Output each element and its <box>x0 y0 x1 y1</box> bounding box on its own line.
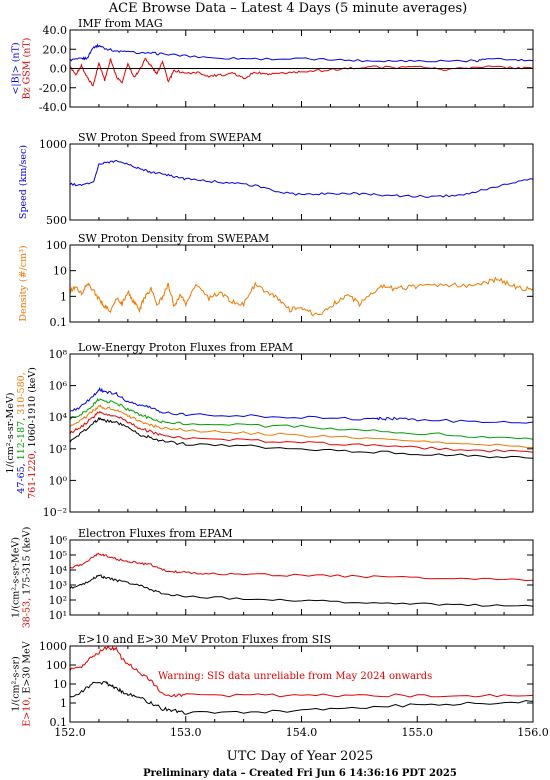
y-label-part: <|B|> (nT) <box>11 42 22 94</box>
y-tick-label: 10¹ <box>49 609 67 622</box>
y-axis-label: E>10, E>30 MeV <box>22 641 33 726</box>
panel-title: Electron Fluxes from EPAM <box>78 527 233 540</box>
y-label-part: Density (#/cm³) <box>18 245 29 321</box>
y-tick-label: 1 <box>60 697 67 710</box>
y-axis-label: Speed (km/sec) <box>18 145 29 219</box>
series-line-E-10 <box>69 645 534 698</box>
y-label-part: Speed (km/sec) <box>18 145 29 219</box>
y-axis-label: 1/(cm²-s-sr) <box>11 656 22 712</box>
y-tick-label: 10⁴ <box>49 411 68 424</box>
y-tick-label: 10² <box>49 594 67 607</box>
y-label-part: 175-315 (keV) <box>22 527 33 595</box>
series-line-310-580 <box>69 404 534 448</box>
y-tick-label: 10⁴ <box>49 564 68 577</box>
y-tick-label: 10² <box>49 443 67 456</box>
y-tick-label: -20.0 <box>39 82 67 95</box>
y-tick-label: 100 <box>46 239 67 252</box>
y-tick-label: 100 <box>46 659 67 672</box>
y-axis-label: <|B|> (nT) <box>11 42 22 94</box>
footer-text: Preliminary data – Created Fri Jun 6 14:… <box>143 768 457 779</box>
panel-5: 10⁶ 10⁵ 10⁴ 10³ 10² 10¹ Electron Fluxes from E… <box>11 527 534 629</box>
y-axis-label: Density (#/cm³) <box>18 245 29 321</box>
panel-title: Low-Energy Proton Fluxes from EPAM <box>78 341 293 354</box>
y-tick-label: 10³ <box>49 579 67 592</box>
y-tick-label: 1 <box>60 290 67 303</box>
series-line-3-1 <box>69 276 534 317</box>
y-axis-label: 47-65, 112-187, 310-580, <box>16 372 27 493</box>
y-tick-label: 10⁶ <box>49 380 68 393</box>
series-line-E-30 <box>69 681 534 715</box>
x-tick-label: 154.0 <box>286 726 318 739</box>
panel-4: 10⁸ 10⁶ 10⁴ 10² 10⁰ 10⁻² Low-Energy Proton Flu… <box>5 341 534 519</box>
panel-title: SW Proton Speed from SWEPAM <box>78 131 262 144</box>
x-tick-label: 153.0 <box>170 726 202 739</box>
panel-6: 152.0 153.0 154.0 155.0 156.0 1000 100 10 1 0.1 E>… <box>11 633 549 739</box>
panel-1: 40.0 20.0 0.0 -20.0 -40.0 IMF from MAG <|B|> (… <box>11 17 534 114</box>
panel-title: IMF from MAG <box>78 17 163 30</box>
chart-title: ACE Browse Data – Latest 4 Days (5 minut… <box>108 1 467 16</box>
y-label-part: Bz GSM (nT) <box>22 38 33 100</box>
y-label-part: 47-65, <box>16 460 27 493</box>
series-line-38-53 <box>69 552 534 582</box>
series-line-1-1 <box>69 43 534 63</box>
y-axis-label: 761-1220, 1060-1910 (keV) <box>27 367 38 499</box>
y-tick-label: 500 <box>46 214 67 227</box>
plot-frame <box>69 353 534 513</box>
series-line-175-315 <box>69 574 534 607</box>
warning-annotation: Warning: SIS data unreliable from May 20… <box>158 671 432 682</box>
x-tick-label: 152.0 <box>54 726 86 739</box>
y-tick-label: 40.0 <box>43 24 68 37</box>
series-line-2-1 <box>69 159 534 198</box>
y-axis-label: 1/(cm²-s-sr-MeV) <box>11 537 22 618</box>
y-tick-label: 10⁶ <box>49 534 68 547</box>
plot-frame <box>69 539 534 616</box>
x-tick-label: 155.0 <box>402 726 434 739</box>
y-label-part: 1060-1910 (keV) <box>27 367 38 447</box>
y-tick-label: 10⁰ <box>49 474 68 487</box>
y-label-part: 112-187, <box>16 415 27 461</box>
y-tick-label: 10⁻² <box>43 506 67 519</box>
series-line-1-2 <box>69 57 534 87</box>
y-label-part: 1/(cm²-s-sr-MeV) <box>11 537 22 618</box>
series-line-761-1220 <box>69 411 534 453</box>
y-axis-label: 38-53, 175-315 (keV) <box>22 527 33 629</box>
y-axis-label: Bz GSM (nT) <box>22 38 33 100</box>
panel-2: 1000 500 SW Proton Speed from SWEPAM Speed … <box>18 131 534 227</box>
series-line-1060-1910 <box>69 416 534 459</box>
y-tick-label: 1000 <box>39 138 67 151</box>
x-axis-label: UTC Day of Year 2025 <box>227 749 373 764</box>
y-tick-label: 10 <box>53 678 67 691</box>
y-tick-label: 20.0 <box>43 43 68 56</box>
y-tick-label: 0.0 <box>50 63 68 76</box>
y-label-part: E>10, <box>22 694 33 727</box>
y-tick-label: 10⁸ <box>49 348 68 361</box>
panel-title: E>10 and E>30 MeV Proton Fluxes from SIS <box>78 633 331 646</box>
series-line-47-65 <box>69 386 534 424</box>
series-line-112-187 <box>69 397 534 440</box>
y-tick-label: 10 <box>53 265 67 278</box>
panel-title: SW Proton Density from SWEPAM <box>78 232 269 245</box>
panel-3: 100 10 1 0.1 SW Proton Density from SWEPAM De… <box>18 232 534 329</box>
y-label-part: E>30 MeV <box>22 641 33 693</box>
y-axis-label: 1/(cm²-s-sr-MeV) <box>5 393 16 474</box>
y-label-part: 38-53, <box>22 595 33 628</box>
y-label-part: 1/(cm²-s-sr) <box>11 656 22 712</box>
y-tick-label: 1000 <box>39 640 67 653</box>
y-tick-label: 10⁵ <box>49 549 67 562</box>
y-label-part: 761-1220, <box>27 447 38 499</box>
y-label-part: 1/(cm²-s-sr-MeV) <box>5 393 16 474</box>
y-tick-label: 0.1 <box>50 716 68 729</box>
plot-frame <box>69 645 534 723</box>
y-tick-label: 0.1 <box>50 316 68 329</box>
x-tick-label: 156.0 <box>517 726 549 739</box>
y-label-part: 310-580, <box>16 372 27 415</box>
y-tick-label: -40.0 <box>39 101 67 114</box>
plot-frame <box>69 143 534 221</box>
